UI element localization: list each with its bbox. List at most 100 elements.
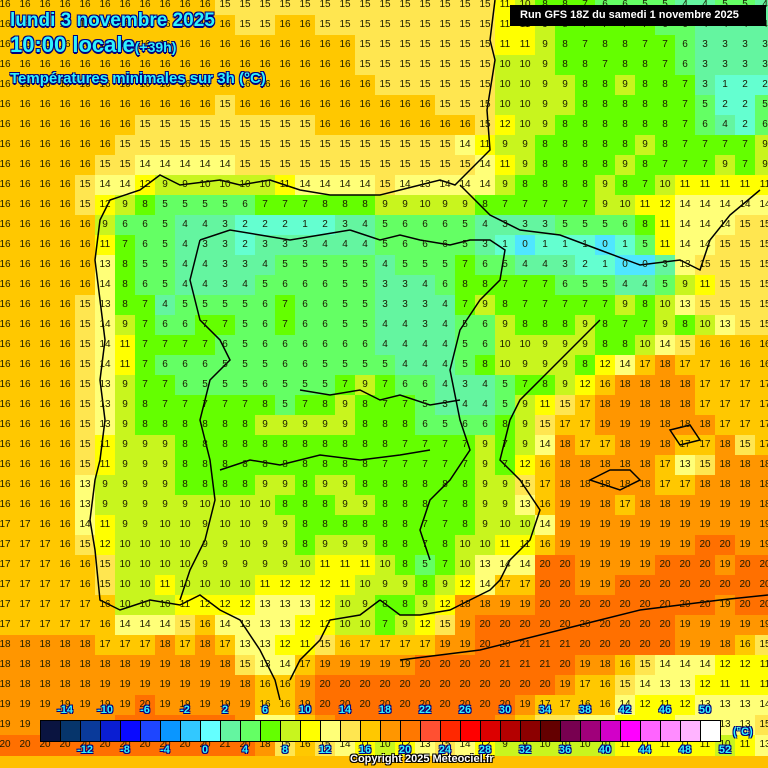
- temperature-value: 16: [379, 99, 391, 110]
- field-cell: [235, 295, 256, 316]
- field-cell: [575, 315, 596, 336]
- temperature-value: 19: [739, 519, 751, 530]
- temperature-value: 8: [582, 139, 588, 150]
- temperature-value: 19: [719, 599, 731, 610]
- temperature-value: 20: [539, 619, 551, 630]
- temperature-value: 16: [39, 339, 51, 350]
- field-cell: [55, 235, 76, 256]
- field-cell: [655, 175, 676, 196]
- temperature-value: 9: [562, 379, 568, 390]
- field-cell: [375, 135, 396, 156]
- temperature-value: 16: [79, 579, 91, 590]
- temperature-value: 8: [622, 59, 628, 70]
- field-cell: [515, 255, 536, 276]
- field-cell: [115, 95, 136, 116]
- field-cell: [175, 75, 196, 96]
- temperature-value: 14: [659, 339, 671, 350]
- temperature-value: 16: [19, 239, 31, 250]
- field-cell: [535, 275, 556, 296]
- field-cell: [0, 0, 16, 16]
- temperature-value: 8: [182, 459, 188, 470]
- temperature-value: 14: [119, 179, 131, 190]
- temperature-value: 14: [499, 559, 511, 570]
- temperature-value: 16: [79, 159, 91, 170]
- temperature-value: 2: [742, 99, 748, 110]
- field-cell: [555, 315, 576, 336]
- field-cell: [595, 415, 616, 436]
- temperature-value: 20: [559, 659, 571, 670]
- temperature-value: 4: [322, 239, 328, 250]
- temperature-value: 8: [282, 459, 288, 470]
- temperature-value: 17: [0, 519, 11, 530]
- field-cell: [675, 35, 696, 56]
- temperature-value: 15: [259, 0, 271, 10]
- temperature-value: 15: [299, 0, 311, 10]
- field-cell: [0, 15, 16, 36]
- field-cell: [115, 35, 136, 56]
- temperature-value: 10: [219, 499, 231, 510]
- field-cell: [0, 55, 16, 76]
- field-cell: [155, 15, 176, 36]
- temperature-value: 7: [742, 139, 748, 150]
- temperature-value: 7: [382, 379, 388, 390]
- field-cell: [255, 215, 276, 236]
- temperature-value: 8: [162, 419, 168, 430]
- temperature-value: 16: [19, 179, 31, 190]
- temperature-value: 5: [342, 299, 348, 310]
- temperature-value: 8: [462, 499, 468, 510]
- field-cell: [395, 315, 416, 336]
- field-cell: [95, 35, 116, 56]
- legend-swatch: [581, 721, 601, 741]
- temperature-value: 8: [542, 179, 548, 190]
- temperature-value: 17: [179, 639, 191, 650]
- field-cell: [635, 215, 656, 236]
- field-cell: [35, 0, 56, 16]
- field-cell: [135, 415, 156, 436]
- temperature-value: 16: [39, 279, 51, 290]
- temperature-value: 9: [262, 539, 268, 550]
- legend-swatch: [201, 721, 221, 741]
- temperature-value: 9: [162, 439, 168, 450]
- temperature-value: 20: [659, 619, 671, 630]
- temperature-value: 19: [299, 679, 311, 690]
- temperature-value: 12: [419, 619, 431, 630]
- temperature-value: 14: [359, 179, 371, 190]
- temperature-value: 9: [142, 459, 148, 470]
- field-cell: [35, 355, 56, 376]
- field-cell: [415, 375, 436, 396]
- temperature-value: 7: [442, 439, 448, 450]
- field-cell: [655, 395, 676, 416]
- field-cell: [575, 115, 596, 136]
- temperature-value: 9: [482, 519, 488, 530]
- temperature-value: 19: [559, 499, 571, 510]
- temperature-value: 10: [499, 59, 511, 70]
- field-cell: [395, 235, 416, 256]
- temperature-value: 3: [222, 219, 228, 230]
- temperature-value: 20: [579, 599, 591, 610]
- temperature-value: 3: [402, 299, 408, 310]
- field-cell: [495, 75, 516, 96]
- field-cell: [535, 155, 556, 176]
- field-cell: [135, 115, 156, 136]
- temperature-value: 16: [419, 99, 431, 110]
- field-cell: [735, 75, 756, 96]
- temperature-value: 14: [99, 279, 111, 290]
- field-cell: [575, 55, 596, 76]
- temperature-value: 4: [342, 239, 348, 250]
- temperature-value: 17: [0, 539, 11, 550]
- temperature-value: 19: [199, 679, 211, 690]
- legend-tick-label: 6: [261, 704, 269, 716]
- temperature-value: 7: [382, 399, 388, 410]
- temperature-value: 16: [19, 219, 31, 230]
- temperature-value: 14: [159, 159, 171, 170]
- temperature-value: 8: [322, 519, 328, 530]
- temperature-value: 7: [422, 459, 428, 470]
- field-cell: [415, 215, 436, 236]
- temperature-value: 19: [739, 499, 751, 510]
- temperature-value: 15: [379, 0, 391, 10]
- temperature-value: 2: [722, 99, 728, 110]
- field-cell: [255, 35, 276, 56]
- field-cell: [175, 395, 196, 416]
- temperature-value: 7: [462, 459, 468, 470]
